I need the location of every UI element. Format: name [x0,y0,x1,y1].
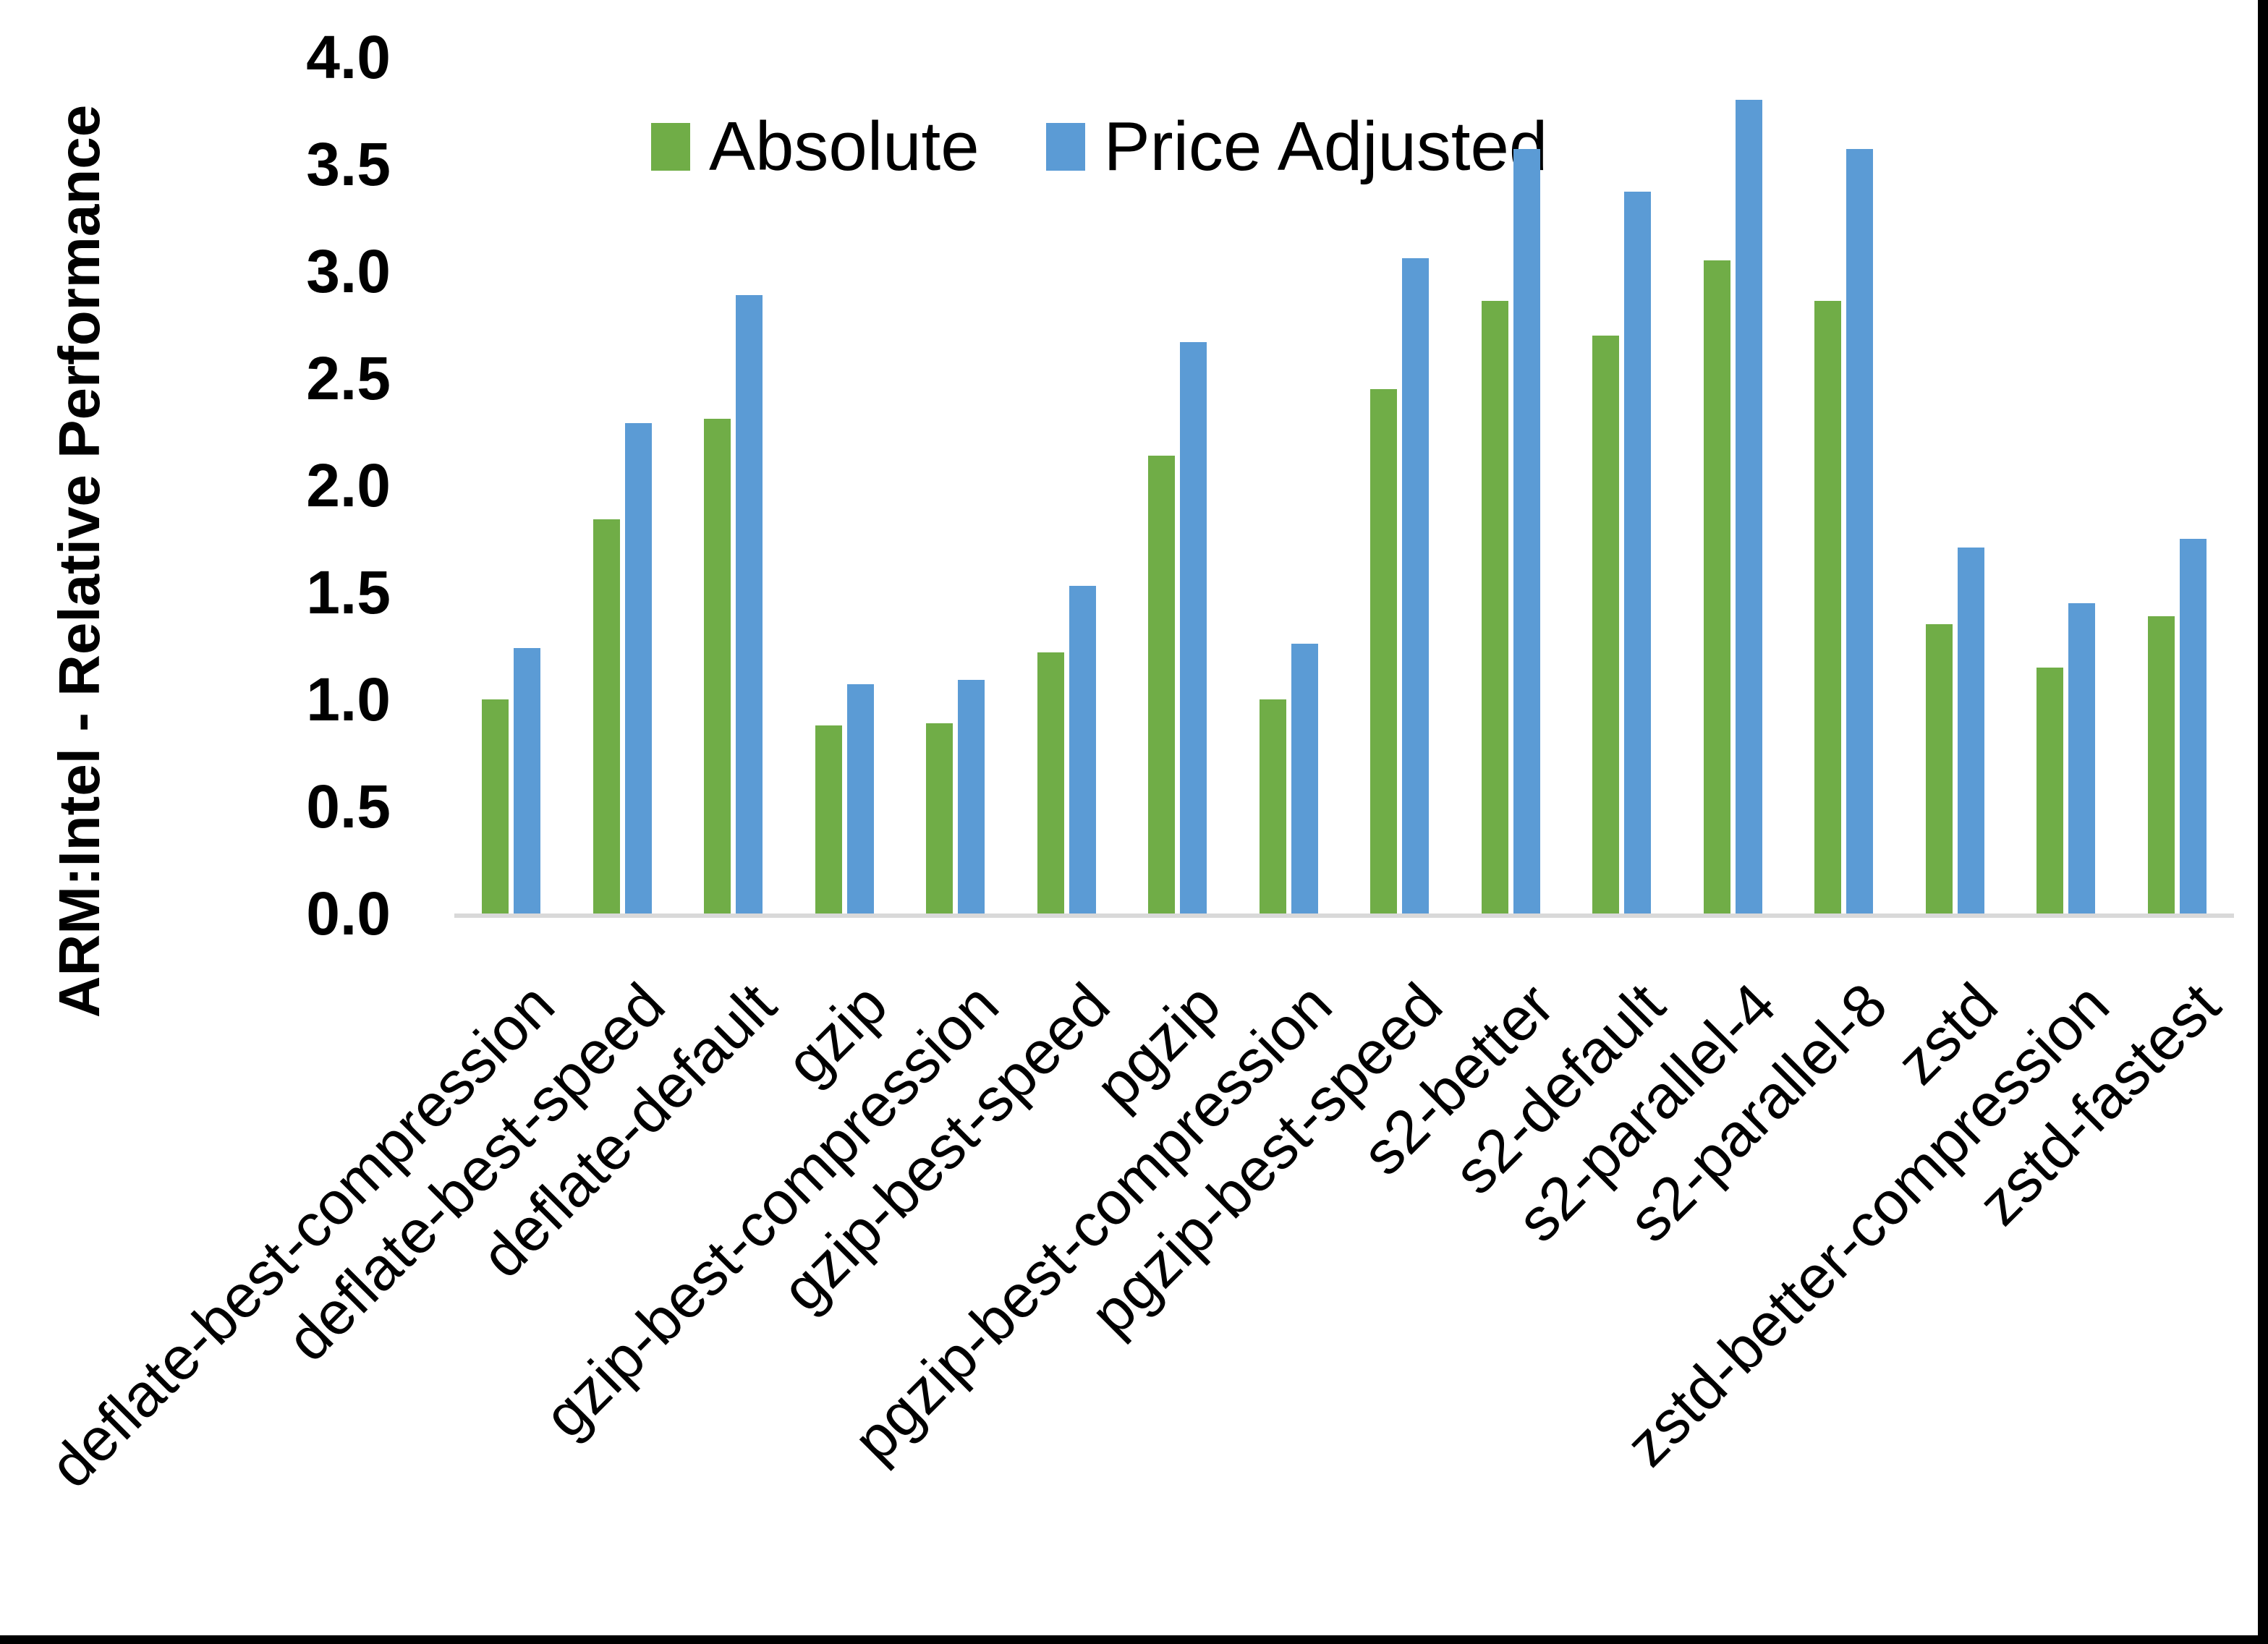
bar-price-adjusted [2180,539,2207,913]
bar-price-adjusted [1402,258,1429,913]
y-tick-label: 1.0 [306,665,391,733]
bar-price-adjusted [1736,100,1762,913]
bar-price-adjusted [1291,644,1318,913]
y-tick-label: 0.5 [306,772,391,840]
y-tick-label: 3.5 [306,130,391,198]
bar-absolute [1037,652,1064,913]
y-tick-label: 2.5 [306,344,391,412]
bar-price-adjusted [1513,149,1540,913]
y-tick-label: 2.0 [306,451,391,519]
bar-absolute [2036,668,2063,913]
bar-absolute [815,725,842,913]
bar-absolute [2148,616,2175,913]
bar-absolute [1814,301,1841,913]
y-tick-label: 1.5 [306,558,391,626]
bar-absolute [1370,389,1397,913]
bar-price-adjusted [847,684,874,913]
bar-absolute [704,419,731,913]
y-tick-label: 0.0 [306,880,391,947]
bar-price-adjusted [2068,603,2095,913]
bar-absolute [1926,624,1953,913]
bar-absolute [1260,699,1286,913]
legend: Absolute Price Adjusted [651,107,1547,187]
bar-price-adjusted [736,295,763,913]
bar-price-adjusted [625,423,652,913]
bar-price-adjusted [1958,548,1984,913]
legend-label: Absolute [709,108,980,185]
x-axis-line [454,913,2234,918]
bar-absolute [926,723,953,913]
legend-item: Price Adjusted [1045,107,1548,187]
bar-absolute [1482,301,1508,913]
bar-price-adjusted [1846,149,1873,913]
bar-absolute [482,699,509,913]
legend-swatch-icon [651,123,690,171]
bar-price-adjusted [1069,586,1096,913]
bar-price-adjusted [1624,192,1651,913]
legend-item: Absolute [651,107,980,187]
legend-label: Price Adjusted [1103,108,1548,185]
y-tick-label: 4.0 [306,23,391,91]
y-tick-label: 3.0 [306,237,391,305]
bar-absolute [1704,260,1730,913]
bar-price-adjusted [1180,342,1207,913]
legend-swatch-icon [1045,123,1085,171]
bar-absolute [593,519,620,913]
bar-absolute [1592,336,1619,913]
bar-absolute [1148,456,1175,913]
bar-price-adjusted [514,648,540,913]
bar-price-adjusted [958,680,985,913]
